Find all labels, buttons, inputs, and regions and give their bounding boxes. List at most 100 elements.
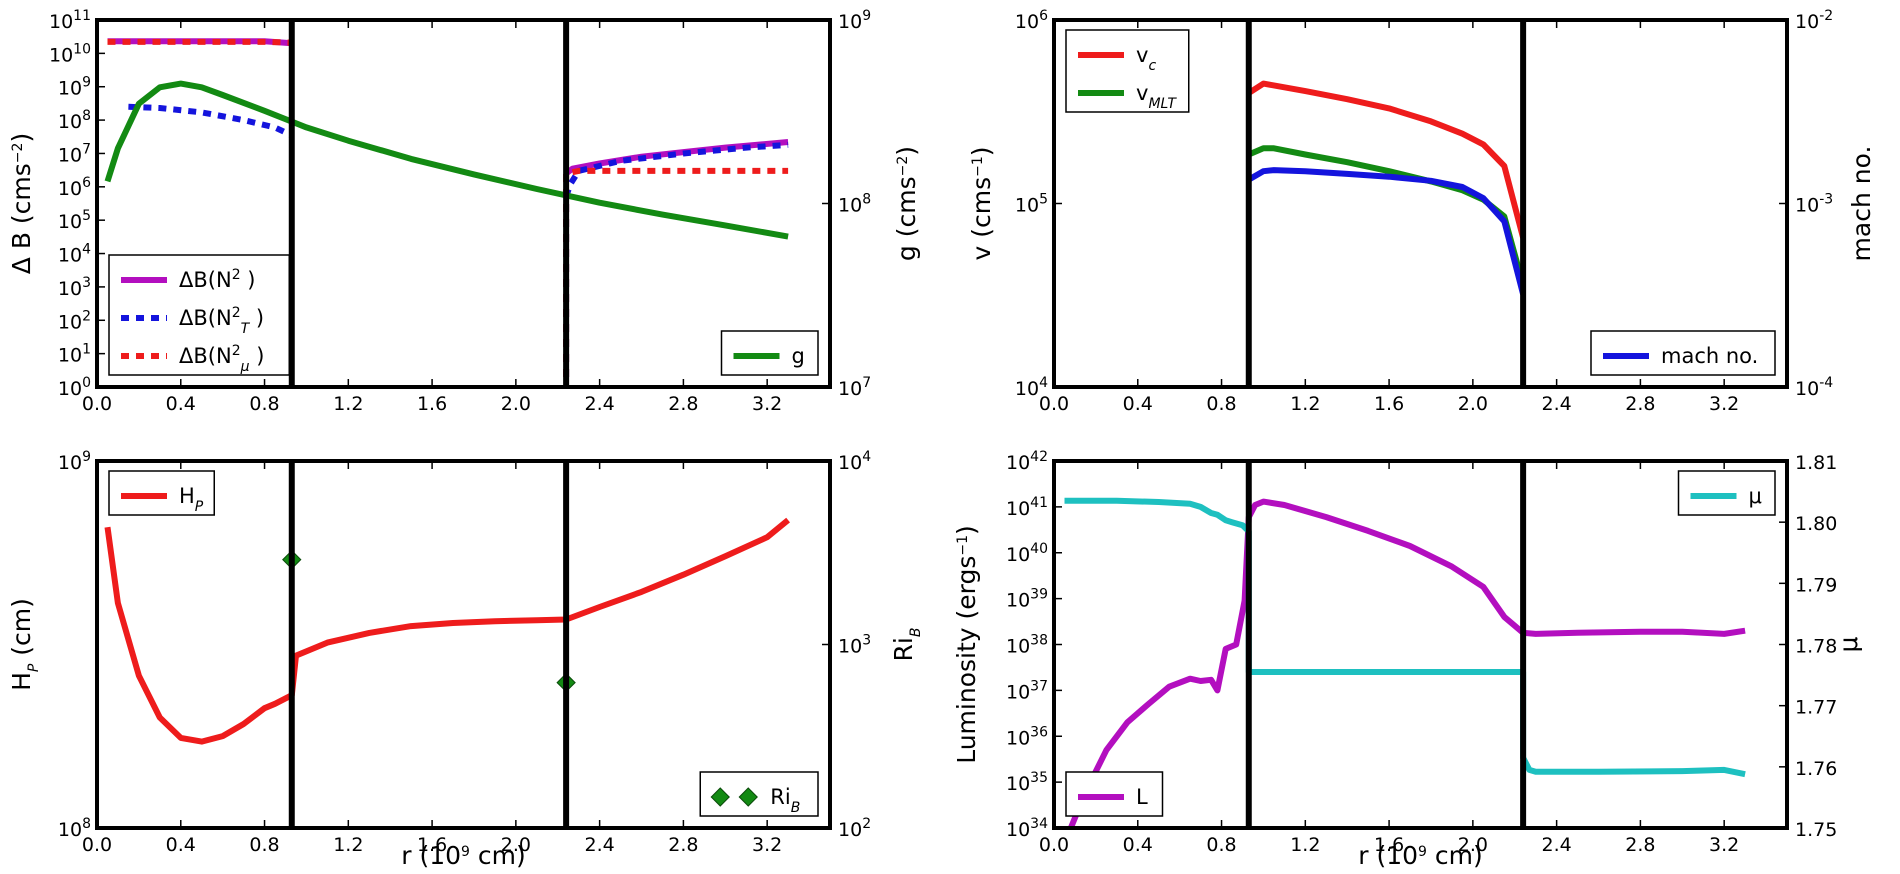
legend-label-main: μ [1749,484,1762,508]
panel-bottom-right: 0.0 0.4 0.8 1.2 1.6 2.0 2.4 2.8 3.21034103510361… [952,449,1863,870]
y2tick-base: 10 [838,195,862,217]
ytick-label: 1037 [1006,678,1048,703]
y2tick-base: 10 [1795,378,1819,400]
legend-label: L [1136,785,1148,809]
legend-label-main: v [1136,81,1148,105]
y2tick-exp: 9 [862,8,871,24]
legend-label-main: H [179,484,195,508]
legend-label-main: ΔB(N [179,268,232,292]
ytick-exp: 3 [82,275,91,291]
legend-label: ΔB(N2μ ) [179,343,264,375]
ytick-label: 103 [58,275,91,300]
y2tick-base: 1.81 [1795,452,1837,474]
ytick-exp: 36 [1030,724,1048,740]
y2tick-label: 107 [838,375,871,400]
y2tick-exp: 2 [862,816,871,832]
legend-label-sup: 2 [232,267,241,283]
legend-label-main: L [1136,785,1148,809]
ytick-exp: 38 [1030,633,1048,649]
ytick-exp: 6 [82,175,91,191]
y2tick-base: 1.75 [1795,819,1837,841]
legend-label-main: ΔB(N [179,306,232,330]
xtick-label: 0.0 [82,393,112,415]
xtick-label: 1.2 [1290,834,1320,856]
xlabel-tail: cm) [1427,841,1483,870]
ytick-base: 10 [58,78,82,100]
xtick-label: 2.4 [1542,393,1572,415]
xtick-label: 2.8 [668,834,698,856]
xtick-label: 0.8 [1206,393,1236,415]
xtick-label: 0.4 [166,393,196,415]
xtick-label: 0.0 [1039,393,1069,415]
ytick-exp: 9 [82,75,91,91]
legend-top-left: HP [108,470,215,516]
ytick-base: 10 [58,378,82,400]
ytick-label: 1039 [1006,587,1048,612]
ytick-base: 10 [1015,11,1039,33]
ytick-base: 10 [1006,498,1030,520]
xtick-label: 1.6 [1374,834,1404,856]
y2tick-base: 1.80 [1795,513,1837,535]
y2tick-base: 10 [1795,11,1819,33]
xtick-label: 0.8 [249,393,279,415]
plot-area [1064,497,1746,828]
legend-label-sub: c [1148,58,1156,74]
xtick-label: 0.4 [1123,393,1153,415]
legend-bottom-right: g [720,330,819,376]
xtick-label: 2.0 [1458,393,1488,415]
legend-label-main: g [792,344,805,368]
xtick-label: 2.0 [501,393,531,415]
ytick-exp: 39 [1030,587,1048,603]
ytick-base: 10 [1006,636,1030,658]
y2tick-base: 10 [838,11,862,33]
legend-label-main: v [1136,43,1148,67]
ytick-base: 10 [1006,773,1030,795]
ylabel-main: Luminosity (ergs [952,556,981,764]
panel-top-left: 0.0 0.4 0.8 1.2 1.6 2.0 2.4 2.8 3.21001011021031… [7,8,921,415]
ylabel2-main: Ri [889,637,918,661]
ytick-base: 10 [1006,819,1030,841]
xtick-label: 2.8 [668,393,698,415]
legend-label-tail: ) [241,268,256,292]
series-line-3 [104,80,789,240]
ylabel-sup: −2 [10,143,26,164]
ytick-base: 10 [58,452,82,474]
y2tick-base: 1.76 [1795,758,1837,780]
ytick-label: 1035 [1006,770,1048,795]
ytick-exp: 2 [82,308,91,324]
ytick-base: 10 [58,345,82,367]
y2tick-label: 1.80 [1795,513,1837,535]
x-axis-label: r (109 cm) [401,841,526,870]
ytick-label: 1040 [1006,541,1048,566]
ytick-label: 107 [58,141,91,166]
y2tick-base: 1.77 [1795,697,1837,719]
ytick-exp: 35 [1030,770,1048,786]
ylabel-tail: (cm) [7,598,36,664]
ytick-exp: 5 [1039,192,1048,208]
xtick-label: 0.4 [1123,834,1153,856]
legend-bottom-right: RiB [699,771,819,817]
ytick-exp: 0 [82,375,91,391]
ytick-base: 10 [1006,727,1030,749]
ytick-label: 105 [1015,192,1048,217]
ytick-base: 10 [1006,590,1030,612]
ytick-base: 10 [58,245,82,267]
legend-box [1065,29,1190,113]
ytick-base: 10 [58,211,82,233]
y2tick-label: 10-4 [1795,375,1833,400]
ytick-exp: 5 [82,208,91,224]
legend-label-main: Ri [770,785,790,809]
xtick-label: 2.4 [585,393,615,415]
legend-top-right: μ [1677,470,1776,516]
panel-top-right: 0.0 0.4 0.8 1.2 1.6 2.0 2.4 2.8 3.210410510610-4… [967,8,1876,415]
xtick-label: 1.2 [333,834,363,856]
plot-area [104,517,790,745]
ylabel-sup: −1 [955,535,971,556]
y2tick-label: 109 [838,8,871,33]
y2tick-exp: -4 [1819,375,1833,391]
xtick-label: 0.8 [249,834,279,856]
ytick-label: 1011 [49,8,91,33]
ytick-base: 10 [58,311,82,333]
xlabel-sup: 9 [1418,844,1427,860]
ytick-exp: 7 [82,141,91,157]
